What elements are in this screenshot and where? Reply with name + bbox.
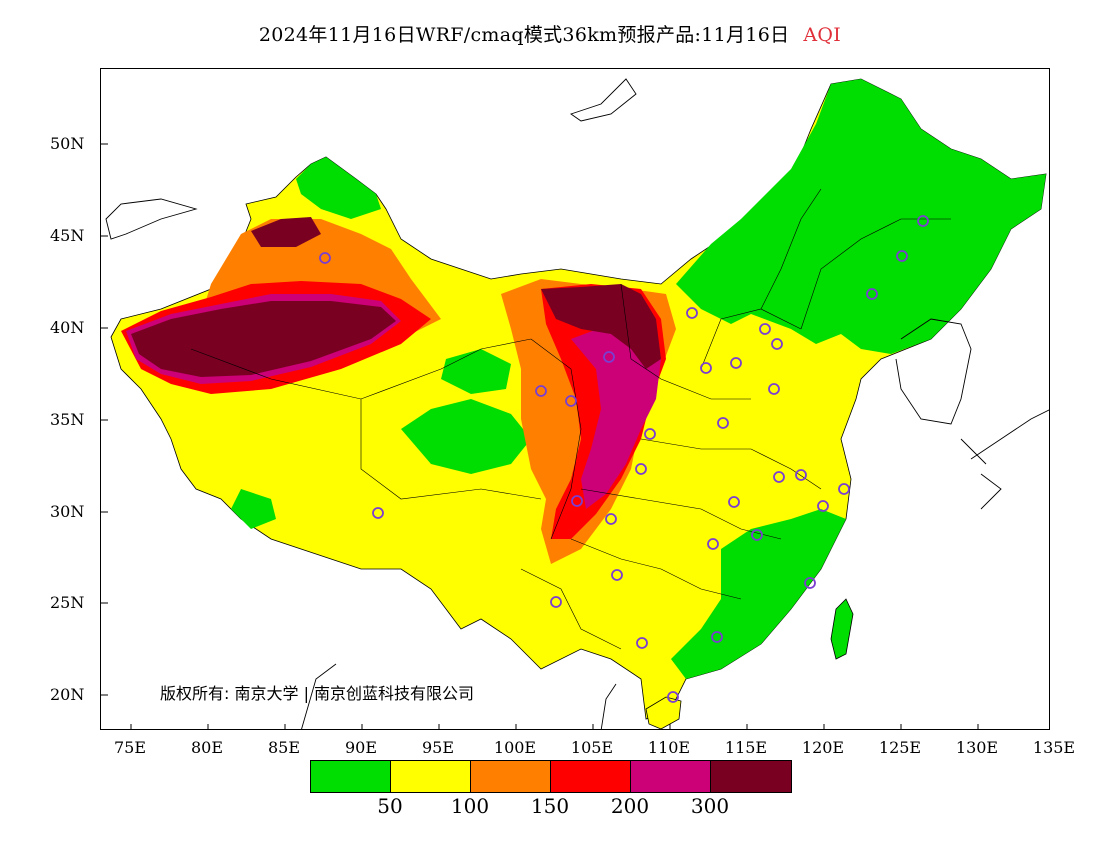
- city-marker: [644, 428, 656, 440]
- city-marker: [768, 383, 780, 395]
- city-marker: [535, 385, 547, 397]
- colorbar-label-50: 50: [377, 794, 403, 818]
- colorbar-swatch-sensitive: [471, 761, 551, 792]
- sea-coast-south: [301, 663, 617, 729]
- colorbar-swatch-unhealthy: [551, 761, 631, 792]
- city-marker: [804, 577, 816, 589]
- title-text: 2024年11月16日WRF/cmaq模式36km预报产品:11月16日: [258, 24, 790, 46]
- region-hazardous-junggar: [251, 217, 321, 247]
- lon-label-125e: 125E: [878, 738, 922, 757]
- city-marker: [896, 250, 908, 262]
- city-marker: [611, 569, 623, 581]
- lat-label-25n: 25N: [50, 593, 85, 612]
- map-frame: [100, 68, 1050, 730]
- korea-outline: [895, 318, 972, 425]
- region-good-plateau: [401, 399, 531, 474]
- city-marker: [686, 307, 698, 319]
- lat-label-50n: 50N: [50, 134, 85, 153]
- lon-label-105e: 105E: [570, 738, 614, 757]
- lon-label-110e: 110E: [647, 738, 691, 757]
- city-marker: [319, 252, 331, 264]
- colorbar-swatch-very-unhealthy: [631, 761, 711, 792]
- region-hazardous-taklamakan: [131, 301, 396, 377]
- colorbar-swatch-hazardous: [711, 761, 791, 792]
- lat-label-30n: 30N: [50, 502, 85, 521]
- copyright-text: 版权所有: 南京大学 | 南京创蓝科技有限公司: [160, 684, 475, 703]
- city-marker: [730, 357, 742, 369]
- city-marker: [372, 507, 384, 519]
- title-variable: AQI: [803, 24, 842, 46]
- city-marker: [771, 338, 783, 350]
- region-good-northwest: [296, 157, 381, 219]
- lat-label-40n: 40N: [50, 318, 85, 337]
- region-very-unhealthy-central: [571, 324, 661, 509]
- lon-label-85e: 85E: [267, 738, 301, 757]
- lon-label-130e: 130E: [955, 738, 999, 757]
- city-marker: [700, 362, 712, 374]
- city-marker: [635, 463, 647, 475]
- city-marker: [838, 483, 850, 495]
- city-marker: [636, 637, 648, 649]
- lon-label-100e: 100E: [493, 738, 537, 757]
- city-marker: [571, 495, 583, 507]
- city-marker: [717, 417, 729, 429]
- lat-label-45n: 45N: [50, 226, 85, 245]
- region-hazardous-ordos: [541, 284, 661, 369]
- city-marker: [707, 538, 719, 550]
- region-good-tibet-south: [231, 489, 276, 529]
- aqi-colorbar: [310, 760, 792, 793]
- city-marker: [667, 691, 679, 703]
- city-marker: [603, 351, 615, 363]
- colorbar-swatch-moderate: [391, 761, 471, 792]
- taiwan-island: [830, 598, 854, 660]
- lon-label-75e: 75E: [113, 738, 147, 757]
- city-marker: [773, 471, 785, 483]
- lon-label-120e: 120E: [801, 738, 845, 757]
- hainan-island: [645, 696, 682, 729]
- city-marker: [711, 631, 723, 643]
- city-marker: [795, 469, 807, 481]
- caspian-outline: [105, 198, 198, 240]
- city-marker: [817, 500, 829, 512]
- lon-label-80e: 80E: [190, 738, 224, 757]
- lat-label-35n: 35N: [50, 410, 85, 429]
- city-marker: [751, 529, 763, 541]
- axis-ticks: [101, 143, 979, 729]
- colorbar-label-300: 300: [690, 794, 730, 818]
- city-marker: [917, 215, 929, 227]
- city-markers: [319, 215, 929, 703]
- region-good-northeast: [676, 79, 1046, 354]
- colorbar-label-100: 100: [450, 794, 490, 818]
- city-marker: [759, 323, 771, 335]
- aqi-map: [101, 78, 1049, 729]
- city-marker: [866, 288, 878, 300]
- north-coast-outline: [570, 78, 637, 122]
- city-marker: [550, 596, 562, 608]
- lon-label-135e: 135E: [1032, 738, 1076, 757]
- city-marker: [565, 395, 577, 407]
- colorbar-label-150: 150: [530, 794, 570, 818]
- colorbar-swatch-good: [311, 761, 391, 792]
- japan-outline: [960, 409, 1049, 510]
- city-marker: [605, 513, 617, 525]
- region-good-southeast: [671, 509, 846, 679]
- lon-label-115e: 115E: [724, 738, 768, 757]
- lon-label-90e: 90E: [344, 738, 378, 757]
- map-title: 2024年11月16日WRF/cmaq模式36km预报产品:11月16日 AQI: [0, 20, 1100, 47]
- lat-label-20n: 20N: [50, 685, 85, 704]
- city-marker: [728, 496, 740, 508]
- lon-label-95e: 95E: [421, 738, 455, 757]
- colorbar-label-200: 200: [610, 794, 650, 818]
